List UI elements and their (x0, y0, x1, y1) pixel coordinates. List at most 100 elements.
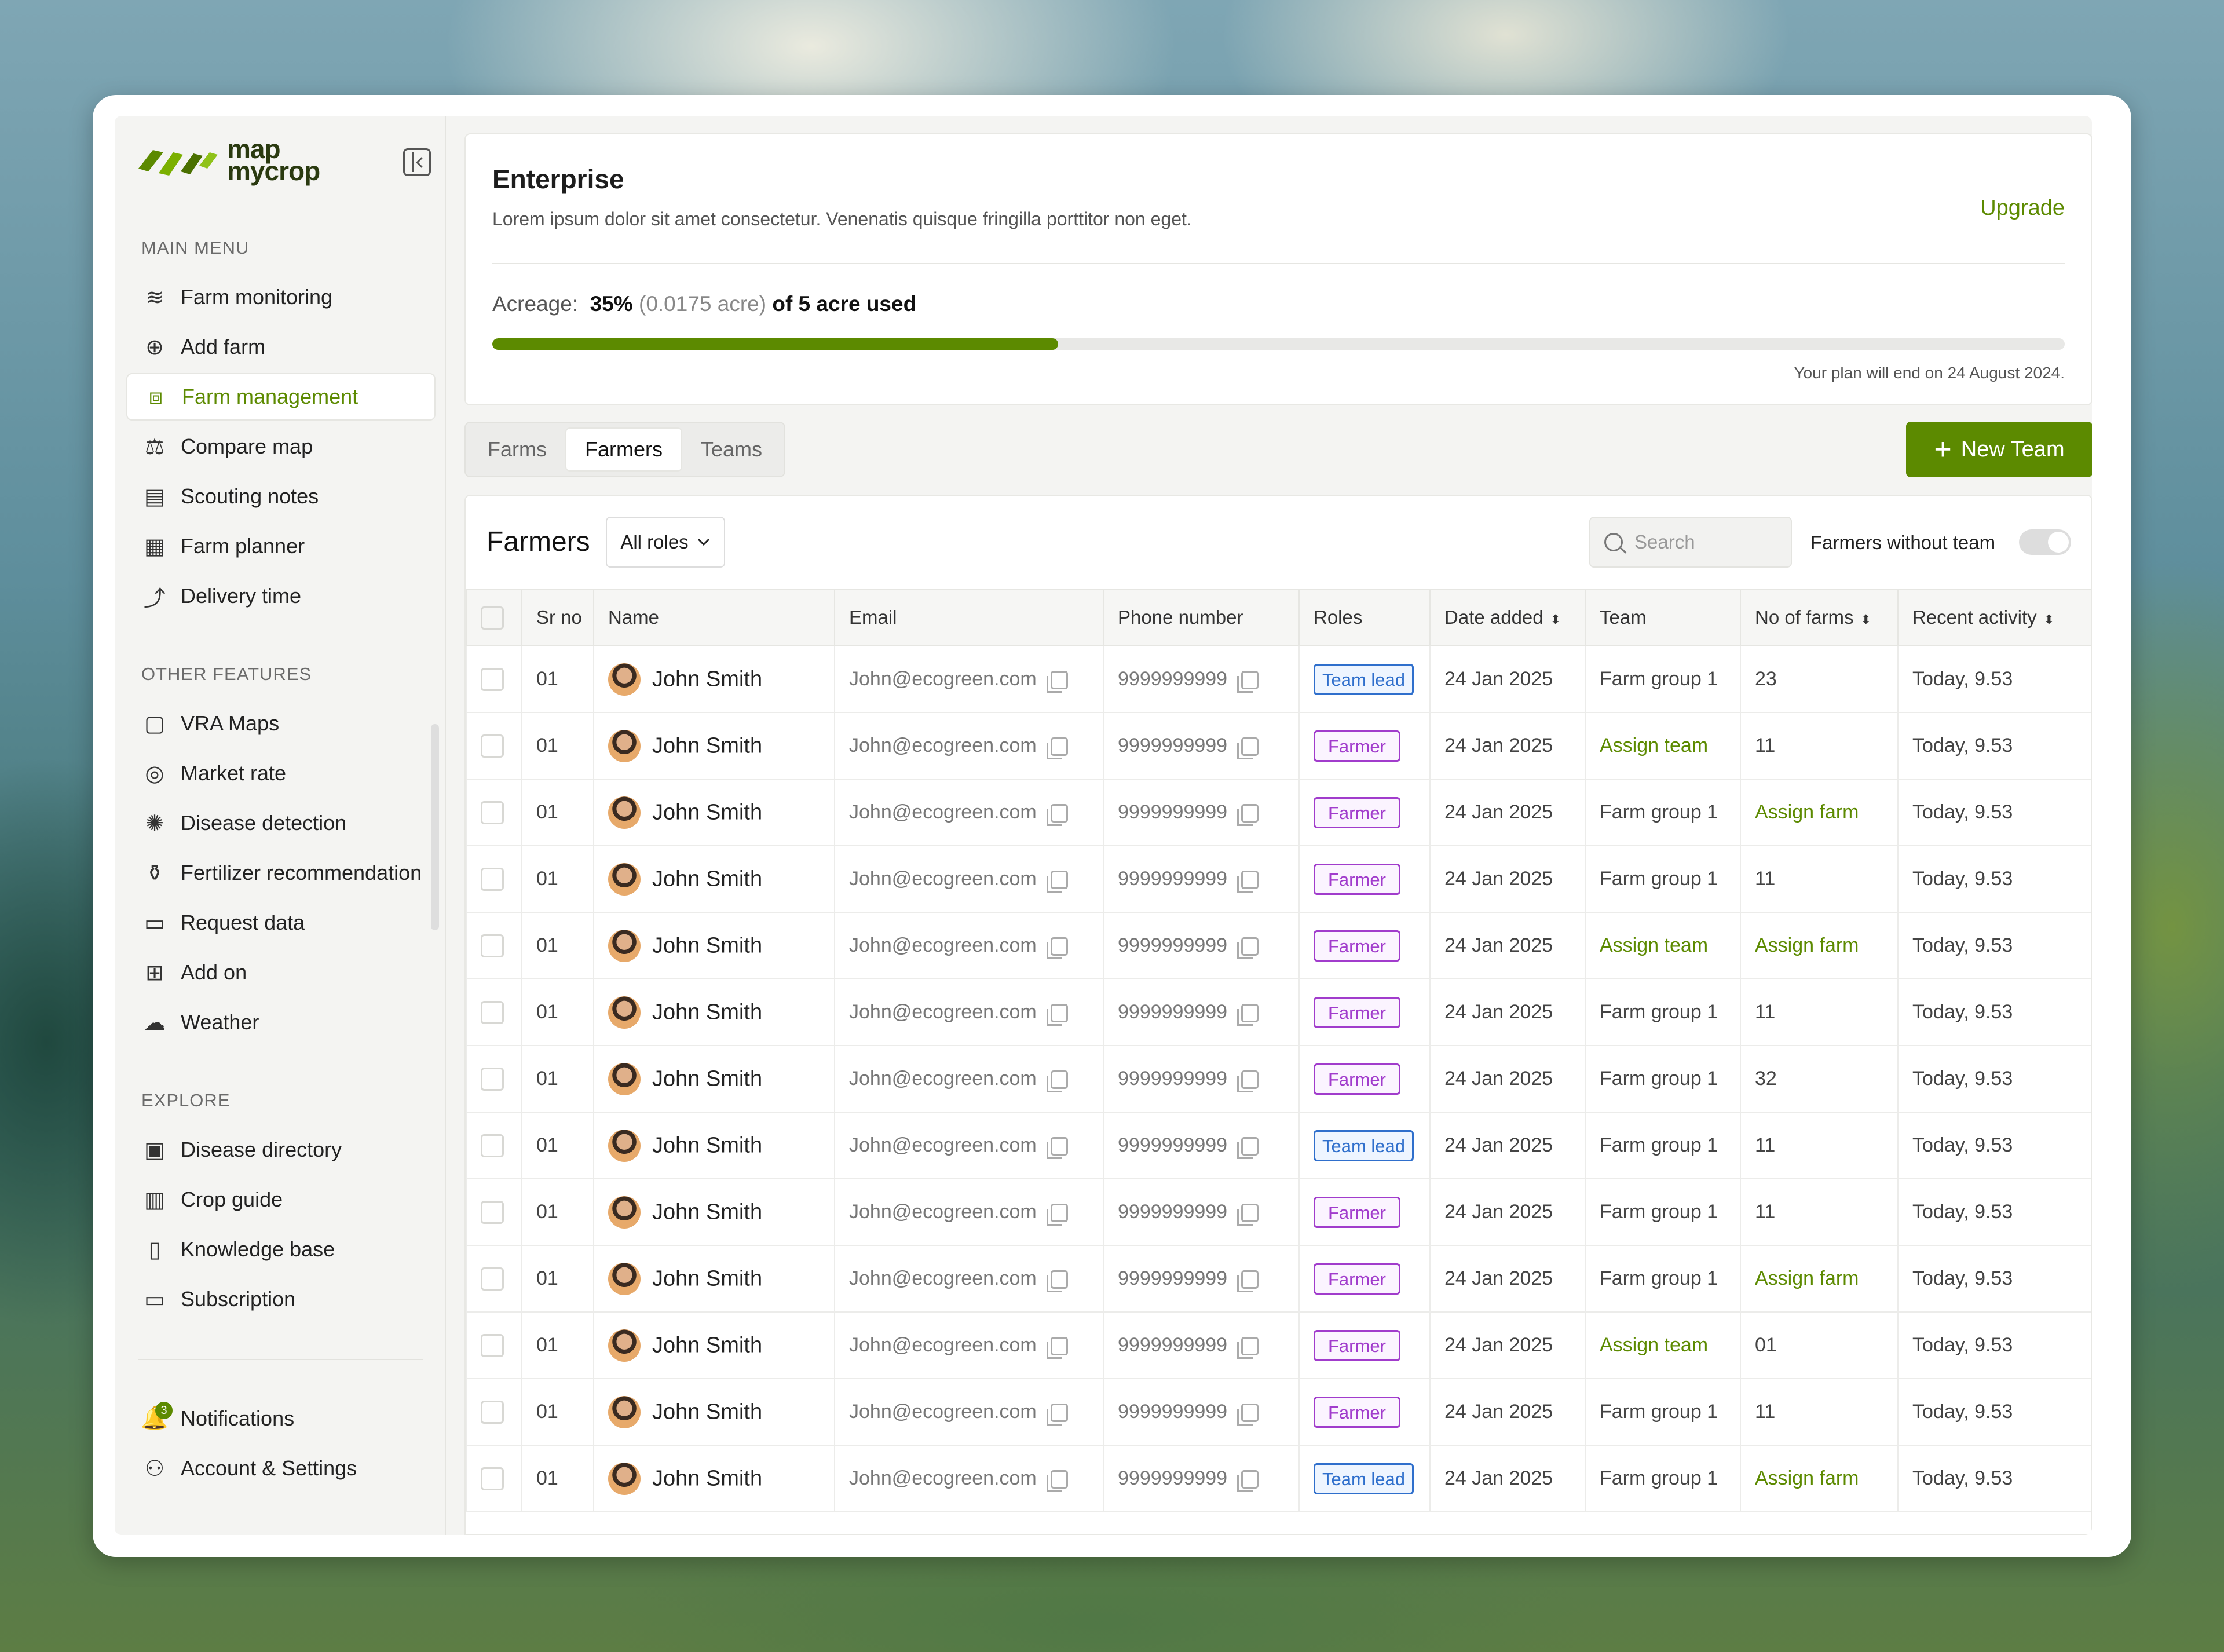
farmer-name[interactable]: John Smith (652, 867, 763, 891)
table-row[interactable]: 01 John Smith John@ecogreen.com 9999999999 F… (466, 712, 2091, 780)
sort-icon[interactable]: ⬍ (1860, 612, 1871, 627)
assign-farm-link[interactable]: Assign farm (1755, 934, 1859, 956)
table-row[interactable]: 01 John Smith John@ecogreen.com 9999999999 T… (466, 1112, 2091, 1179)
sidebar-item-crop-guide[interactable]: ▥ Crop guide (126, 1176, 436, 1223)
assign-farm-link[interactable]: Assign farm (1755, 1467, 1859, 1489)
sidebar-item-subscription[interactable]: ▭ Subscription (126, 1275, 436, 1323)
assign-team-link[interactable]: Assign team (1600, 1334, 1709, 1356)
row-checkbox[interactable] (481, 868, 504, 891)
copy-icon[interactable] (1237, 1404, 1259, 1426)
table-row[interactable]: 01 John Smith John@ecogreen.com 9999999999 F… (466, 1378, 2091, 1446)
row-checkbox[interactable] (481, 1267, 504, 1291)
copy-icon[interactable] (1237, 1137, 1259, 1160)
table-row[interactable]: 01 John Smith John@ecogreen.com 9999999999 F… (466, 1311, 2091, 1379)
sidebar-item-add-farm[interactable]: ⊕ Add farm (126, 323, 436, 371)
copy-icon[interactable] (1046, 1204, 1068, 1226)
sidebar-item-disease-detection[interactable]: ✺ Disease detection (126, 799, 436, 847)
sidebar-item-scouting-notes[interactable]: ▤ Scouting notes (126, 473, 436, 520)
col-recent-activity[interactable]: Recent activity ⬍ (1897, 589, 2091, 646)
col-date-added[interactable]: Date added ⬍ (1429, 589, 1586, 646)
copy-icon[interactable] (1237, 1270, 1259, 1293)
copy-icon[interactable] (1046, 1004, 1068, 1026)
tab-farmers[interactable]: Farmers (565, 427, 682, 472)
copy-icon[interactable] (1237, 871, 1259, 893)
farmer-name[interactable]: John Smith (652, 733, 763, 758)
sort-icon[interactable]: ⬍ (1550, 612, 1561, 627)
tab-farms[interactable]: Farms (488, 437, 547, 461)
farmer-name[interactable]: John Smith (652, 1000, 763, 1024)
assign-team-link[interactable]: Assign team (1600, 934, 1709, 956)
copy-icon[interactable] (1046, 671, 1068, 693)
row-checkbox[interactable] (481, 734, 504, 758)
brand-logo[interactable]: map mycrop (136, 136, 320, 184)
sidebar-item-farm-monitoring[interactable]: ≋ Farm monitoring (126, 273, 436, 321)
farmer-name[interactable]: John Smith (652, 1200, 763, 1224)
sidebar-item-knowledge-base[interactable]: ▯ Knowledge base (126, 1226, 436, 1273)
sidebar-item-account-settings[interactable]: ⚇ Account & Settings (126, 1445, 436, 1492)
sidebar-item-vra-maps[interactable]: ▢ VRA Maps (126, 700, 436, 747)
assign-farm-link[interactable]: Assign farm (1755, 801, 1859, 823)
copy-icon[interactable] (1046, 871, 1068, 893)
copy-icon[interactable] (1046, 1270, 1068, 1293)
table-row[interactable]: 01 John Smith John@ecogreen.com 9999999999 F… (466, 845, 2091, 913)
farmer-name[interactable]: John Smith (652, 1333, 763, 1357)
copy-icon[interactable] (1237, 804, 1259, 827)
farmer-name[interactable]: John Smith (652, 1399, 763, 1424)
table-row[interactable]: 01 John Smith John@ecogreen.com 9999999999 F… (466, 1045, 2091, 1113)
row-checkbox[interactable] (481, 1401, 504, 1424)
copy-icon[interactable] (1237, 937, 1259, 960)
select-all-checkbox[interactable] (481, 606, 504, 630)
table-row[interactable]: 01 John Smith John@ecogreen.com 9999999999 F… (466, 912, 2091, 979)
copy-icon[interactable] (1237, 1337, 1259, 1359)
farmers-without-team-toggle[interactable] (2019, 529, 2071, 555)
collapse-sidebar-icon[interactable] (403, 148, 431, 176)
tab-teams[interactable]: Teams (701, 437, 763, 461)
sidebar-scrollbar[interactable] (431, 724, 439, 930)
roles-filter-dropdown[interactable]: All roles (606, 517, 725, 568)
copy-icon[interactable] (1046, 1337, 1068, 1359)
col-no-of-farms[interactable]: No of farms ⬍ (1740, 589, 1899, 646)
table-row[interactable]: 01 John Smith John@ecogreen.com 9999999999 F… (466, 779, 2091, 846)
copy-icon[interactable] (1237, 1204, 1259, 1226)
copy-icon[interactable] (1237, 671, 1259, 693)
farmer-name[interactable]: John Smith (652, 1466, 763, 1490)
sidebar-item-delivery-time[interactable]: ⤴ Delivery time (126, 572, 436, 620)
copy-icon[interactable] (1237, 1070, 1259, 1093)
row-checkbox[interactable] (481, 1134, 504, 1157)
sidebar-item-market-rate[interactable]: ◎ Market rate (126, 750, 436, 797)
row-checkbox[interactable] (481, 801, 504, 824)
row-checkbox[interactable] (481, 1334, 504, 1357)
copy-icon[interactable] (1046, 1070, 1068, 1093)
farmer-name[interactable]: John Smith (652, 1066, 763, 1091)
table-row[interactable]: 01 John Smith John@ecogreen.com 9999999999 F… (466, 1178, 2091, 1246)
table-row[interactable]: 01 John Smith John@ecogreen.com 9999999999 T… (466, 1445, 2091, 1512)
sidebar-item-compare-map[interactable]: ⚖ Compare map (126, 423, 436, 470)
sidebar-item-add-on[interactable]: ⊞ Add on (126, 949, 436, 996)
copy-icon[interactable] (1046, 1404, 1068, 1426)
sidebar-item-farm-management[interactable]: ⧈ Farm management (126, 373, 436, 421)
sidebar-item-request-data[interactable]: ▭ Request data (126, 899, 436, 946)
copy-icon[interactable] (1046, 937, 1068, 960)
row-checkbox[interactable] (481, 1467, 504, 1490)
copy-icon[interactable] (1237, 1470, 1259, 1493)
row-checkbox[interactable] (481, 934, 504, 957)
new-team-button[interactable]: + New Team (1906, 422, 2092, 477)
copy-icon[interactable] (1237, 1004, 1259, 1026)
assign-team-link[interactable]: Assign team (1600, 734, 1709, 756)
search-input[interactable]: Search (1589, 517, 1792, 568)
table-row[interactable]: 01 John Smith John@ecogreen.com 9999999999 F… (466, 978, 2091, 1046)
farmer-name[interactable]: John Smith (652, 1133, 763, 1157)
copy-icon[interactable] (1046, 737, 1068, 760)
sort-icon[interactable]: ⬍ (2043, 612, 2055, 627)
farmer-name[interactable]: John Smith (652, 667, 763, 691)
sidebar-item-disease-directory[interactable]: ▣ Disease directory (126, 1126, 436, 1174)
table-row[interactable]: 01 John Smith John@ecogreen.com 9999999999 F… (466, 1245, 2091, 1313)
sidebar-item-notifications[interactable]: 🔔 3 Notifications (126, 1395, 436, 1442)
row-checkbox[interactable] (481, 668, 504, 691)
upgrade-link[interactable]: Upgrade (1980, 196, 2065, 220)
row-checkbox[interactable] (481, 1068, 504, 1091)
farmer-name[interactable]: John Smith (652, 800, 763, 824)
farmer-name[interactable]: John Smith (652, 1266, 763, 1291)
sidebar-item-fertilizer-recommendation[interactable]: ⚱ Fertilizer recommendation (126, 849, 436, 897)
row-checkbox[interactable] (481, 1001, 504, 1024)
